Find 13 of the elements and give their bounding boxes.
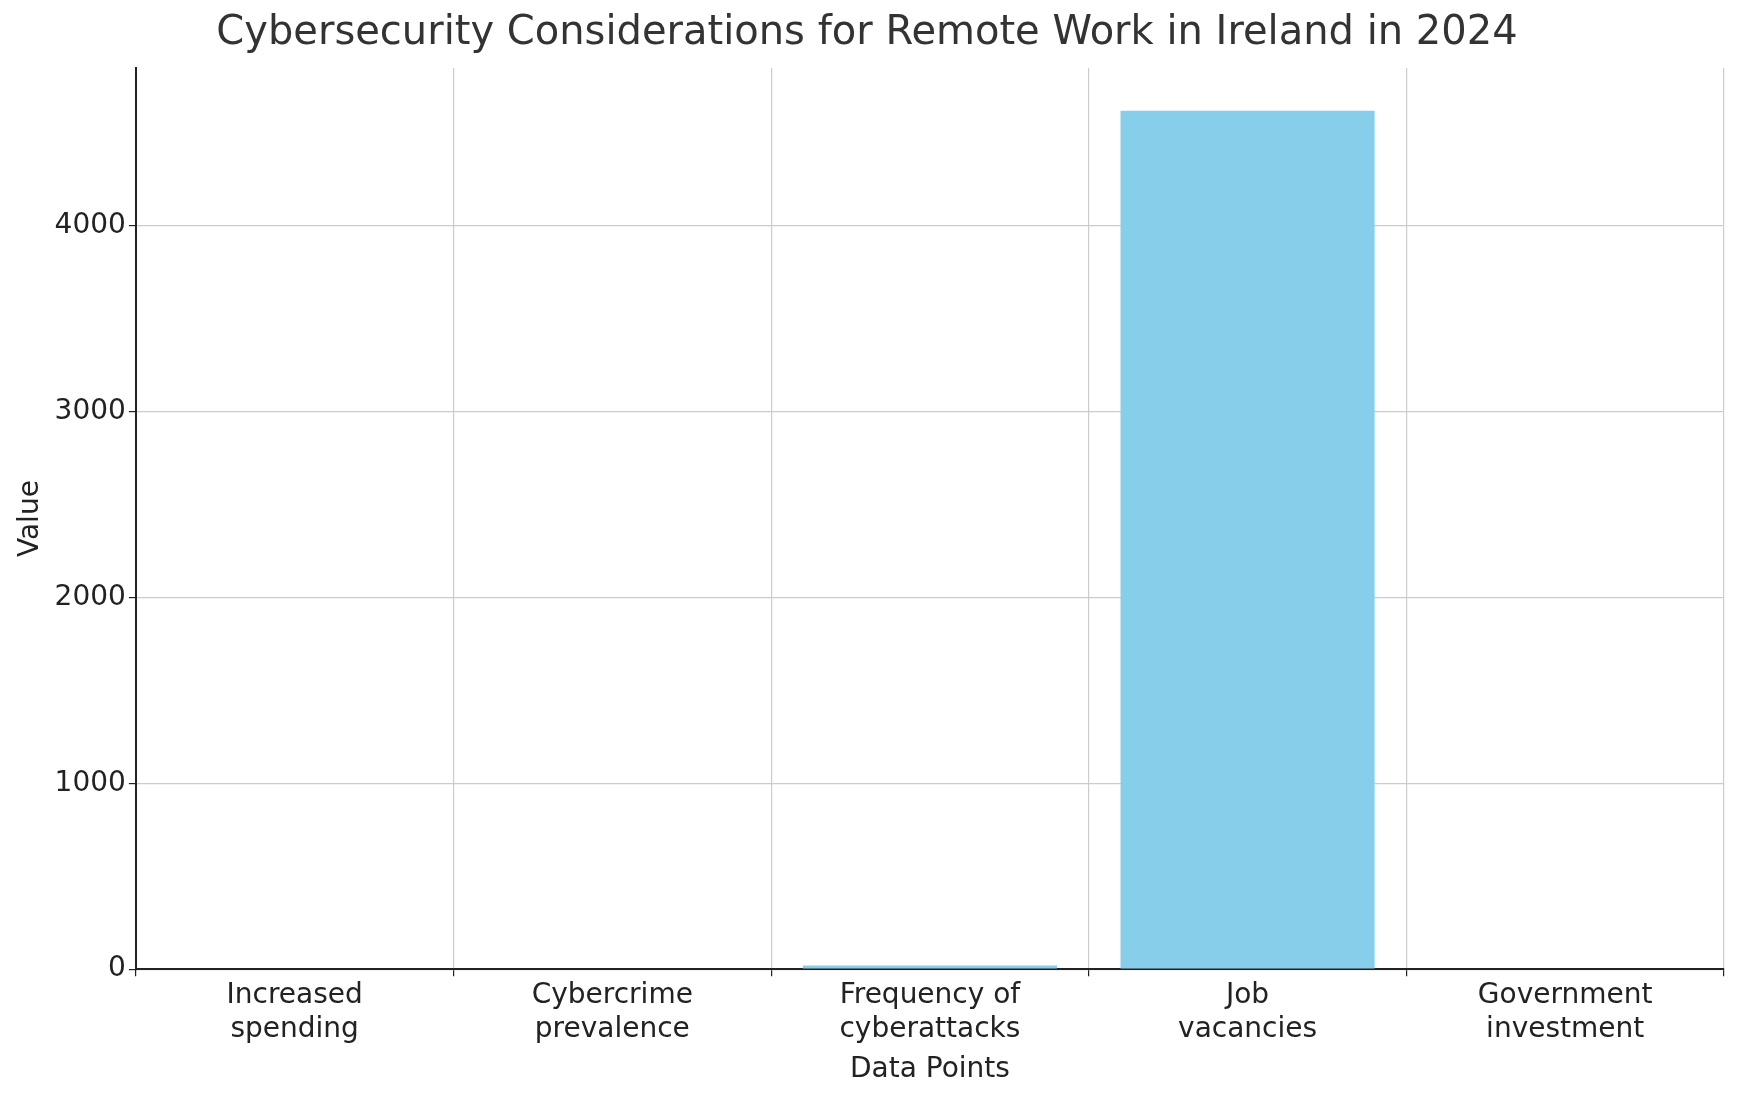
- y-tick-label: 2000: [54, 578, 126, 612]
- chart-title: Cybersecurity Considerations for Remote Work in Ireland in 2024: [216, 7, 1518, 54]
- y-tick-label: 4000: [54, 207, 126, 241]
- y-tick-label: 0: [108, 950, 126, 984]
- y-tick-label: 1000: [54, 764, 126, 798]
- y-tick-label: 3000: [54, 393, 126, 427]
- x-tick-label: Cybercrime prevalence: [531, 977, 693, 1044]
- x-axis-title: Data Points: [849, 1051, 1010, 1085]
- y-axis-title: Value: [12, 480, 46, 558]
- x-tick-label: Government investment: [1477, 977, 1653, 1044]
- x-tick-label: Job vacancies: [1178, 977, 1318, 1044]
- x-tick-label: Frequency of cyberattacks: [839, 977, 1022, 1044]
- x-tick-label: Increased spending: [226, 977, 363, 1044]
